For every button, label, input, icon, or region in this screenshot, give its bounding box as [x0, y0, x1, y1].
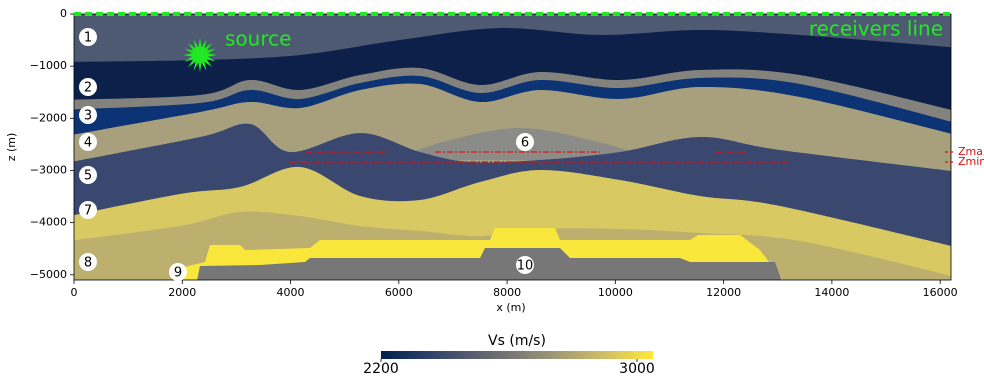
layer-marker [79, 106, 97, 124]
velocity-model [74, 14, 951, 280]
colorbar [381, 351, 653, 359]
y-tick-label: −5000 [30, 268, 67, 281]
x-axis-label: x (m) [496, 301, 525, 314]
layer-marker [169, 263, 187, 281]
layer [197, 248, 782, 280]
layer-marker [79, 253, 97, 271]
y-tick-label: −2000 [30, 111, 67, 124]
y-tick-label: −3000 [30, 163, 67, 176]
x-tick-label: 2000 [168, 286, 196, 299]
x-tick-label: 12000 [706, 286, 741, 299]
source-label: source [225, 27, 291, 51]
layer-label: 6 [521, 136, 529, 151]
zmin-label: Zmin [958, 155, 984, 168]
layer-label: 2 [84, 81, 92, 96]
layer-label: 10 [517, 259, 534, 274]
x-tick-label: 16000 [923, 286, 958, 299]
layer-marker [79, 201, 97, 219]
layer-label: 5 [84, 169, 92, 184]
receivers-label: receivers line [809, 17, 943, 41]
colorbar-tick-label: 3000 [619, 361, 655, 377]
layer-marker [516, 133, 534, 151]
x-tick-label: 6000 [385, 286, 413, 299]
plot-frame [73, 13, 952, 281]
layer-label: 4 [84, 136, 92, 151]
y-tick-label: 0 [60, 7, 67, 20]
layer-label: 9 [174, 266, 182, 281]
layer-marker [79, 133, 97, 151]
x-tick-label: 4000 [277, 286, 305, 299]
layer-marker [516, 256, 534, 274]
layer-label: 1 [84, 31, 92, 46]
x-tick-label: 10000 [598, 286, 633, 299]
x-tick-label: 8000 [493, 286, 521, 299]
layer-marker [79, 166, 97, 184]
colorbar-tick-label: 2200 [363, 361, 399, 377]
colorbar-label: Vs (m/s) [488, 333, 546, 349]
layer-label: 3 [84, 109, 92, 124]
x-tick-label: 0 [71, 286, 78, 299]
y-axis-label: z (m) [5, 133, 18, 162]
y-tick-label: −4000 [30, 216, 67, 229]
y-tick-label: −1000 [30, 59, 67, 72]
layer-label: 7 [84, 204, 92, 219]
zmax-label: Zmax [958, 145, 984, 158]
x-tick-label: 14000 [814, 286, 849, 299]
layer-marker [79, 78, 97, 96]
layer-label: 8 [84, 256, 92, 271]
layer-marker [79, 28, 97, 46]
source-marker [183, 38, 217, 72]
